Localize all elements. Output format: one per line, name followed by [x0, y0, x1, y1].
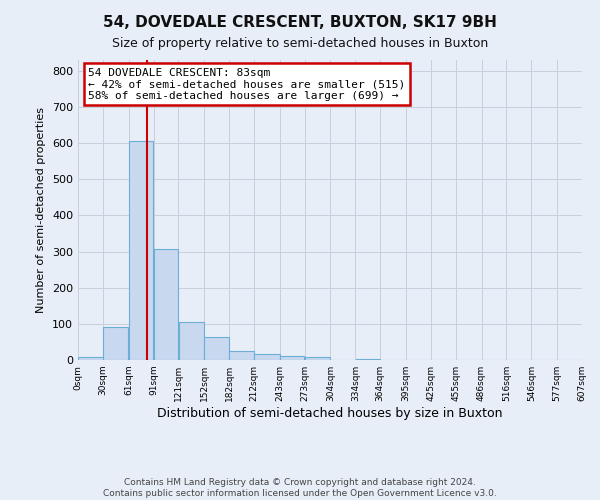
- Bar: [129, 142, 154, 360]
- Text: Contains HM Land Registry data © Crown copyright and database right 2024.
Contai: Contains HM Land Registry data © Crown c…: [103, 478, 497, 498]
- Y-axis label: Number of semi-detached properties: Number of semi-detached properties: [37, 107, 46, 313]
- Bar: [254, 354, 280, 360]
- X-axis label: Distribution of semi-detached houses by size in Buxton: Distribution of semi-detached houses by …: [157, 407, 503, 420]
- Text: Size of property relative to semi-detached houses in Buxton: Size of property relative to semi-detach…: [112, 38, 488, 51]
- Bar: [154, 248, 178, 360]
- Text: 54, DOVEDALE CRESCENT, BUXTON, SK17 9BH: 54, DOVEDALE CRESCENT, BUXTON, SK17 9BH: [103, 15, 497, 30]
- Bar: [356, 358, 380, 360]
- Text: 54 DOVEDALE CRESCENT: 83sqm
← 42% of semi-detached houses are smaller (515)
58% : 54 DOVEDALE CRESCENT: 83sqm ← 42% of sem…: [88, 68, 406, 100]
- Bar: [305, 358, 330, 360]
- Bar: [280, 356, 304, 360]
- Bar: [205, 337, 229, 360]
- Bar: [229, 351, 254, 360]
- Bar: [179, 322, 204, 360]
- Bar: [103, 328, 128, 360]
- Bar: [78, 358, 103, 360]
